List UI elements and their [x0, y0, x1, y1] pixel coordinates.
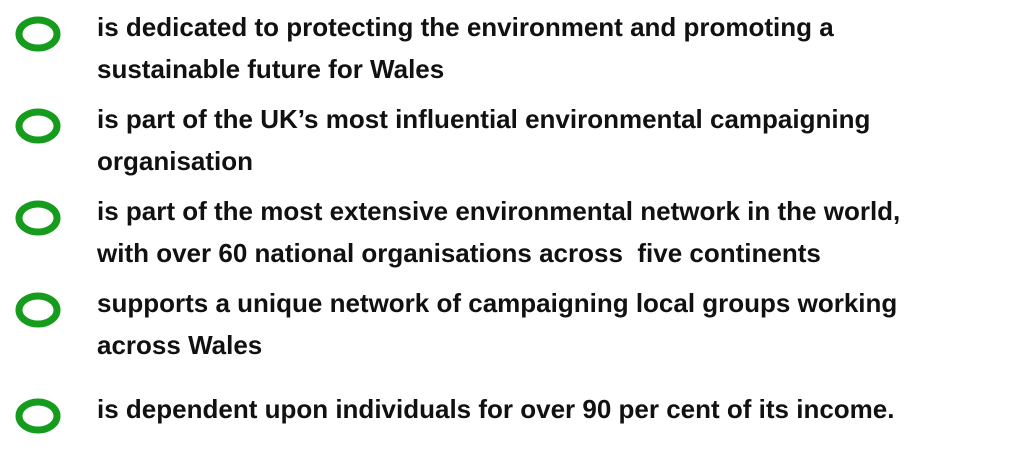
item-text: sustainable future for Wales — [97, 54, 445, 84]
item-text: is dedicated to protecting the environme… — [97, 12, 834, 42]
bullet-ring — [15, 200, 61, 236]
bullet-ring — [15, 292, 61, 328]
bullet-ring — [15, 108, 61, 144]
item-text: across Wales — [97, 330, 263, 360]
item-text: is part of the UK’s most influential env… — [97, 104, 871, 134]
item-text: is part of the most extensive environmen… — [97, 196, 901, 226]
item-text: organisation — [97, 146, 254, 176]
ring — [15, 398, 61, 434]
item-text: with over 60 national organisations acro… — [97, 238, 821, 268]
ring — [15, 16, 61, 52]
item-text: supports a unique network of campaigning… — [97, 288, 898, 318]
ring — [15, 292, 61, 328]
ring — [15, 200, 61, 236]
item-text: is dependent upon individuals for over 9… — [97, 394, 895, 424]
ring — [15, 108, 61, 144]
bullet-ring — [15, 398, 61, 434]
bullet-ring — [15, 16, 61, 52]
